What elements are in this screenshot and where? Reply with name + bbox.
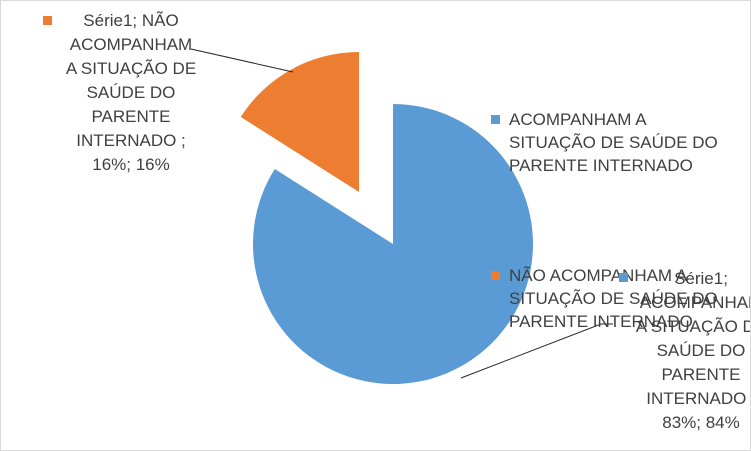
data-label-line: INTERNADO ; (646, 389, 751, 408)
data-label-line: SAÚDE DO (656, 341, 746, 360)
data-label-line: PARENTE (661, 365, 741, 384)
data-label-line: 83%; 84% (662, 413, 740, 432)
data-label-acompanham: Série1; ACOMPANHAM A SITUAÇÃO DE SAÚDE D… (621, 267, 751, 435)
legend-label-line: ACOMPANHAM A (509, 110, 647, 129)
leader-line-acompanham (460, 323, 613, 379)
pie-slice-nao-acompanham (240, 52, 359, 192)
legend-swatch-nao-acompanham (491, 271, 500, 280)
legend-label-line: PARENTE INTERNADO (509, 312, 693, 331)
pie-slice-acompanham (252, 104, 533, 384)
data-label-line: ACOMPANHAM (639, 293, 751, 312)
legend-label-line: NÃO ACOMPANHAM A (509, 266, 688, 285)
data-label-nao-acompanham: Série1; NÃO ACOMPANHAM A SITUAÇÃO DE SAÚ… (51, 9, 211, 177)
legend-label-line: SITUAÇÃO DE SAÚDE DO (509, 133, 718, 152)
legend-swatch-acompanham (491, 115, 500, 124)
data-label-marker-nao-acompanham (43, 16, 52, 25)
legend-label-line: SITUAÇÃO DE SAÚDE DO (509, 289, 718, 308)
data-label-line: ACOMPANHAM (69, 35, 193, 54)
data-label-line: Série1; NÃO (83, 11, 179, 30)
data-label-line: Série1; (674, 269, 728, 288)
data-label-line: INTERNADO ; (76, 131, 186, 150)
data-label-line: 16%; 16% (92, 155, 170, 174)
data-label-line: A SITUAÇÃO DE (65, 59, 197, 78)
legend-label-line: PARENTE INTERNADO (509, 156, 693, 175)
data-label-line: A SITUAÇÃO DE (635, 317, 750, 336)
data-label-marker-acompanham (619, 273, 628, 282)
data-label-line: PARENTE (91, 107, 171, 126)
data-label-line: SAÚDE DO (86, 83, 176, 102)
leader-line-nao-acompanham (190, 48, 294, 73)
